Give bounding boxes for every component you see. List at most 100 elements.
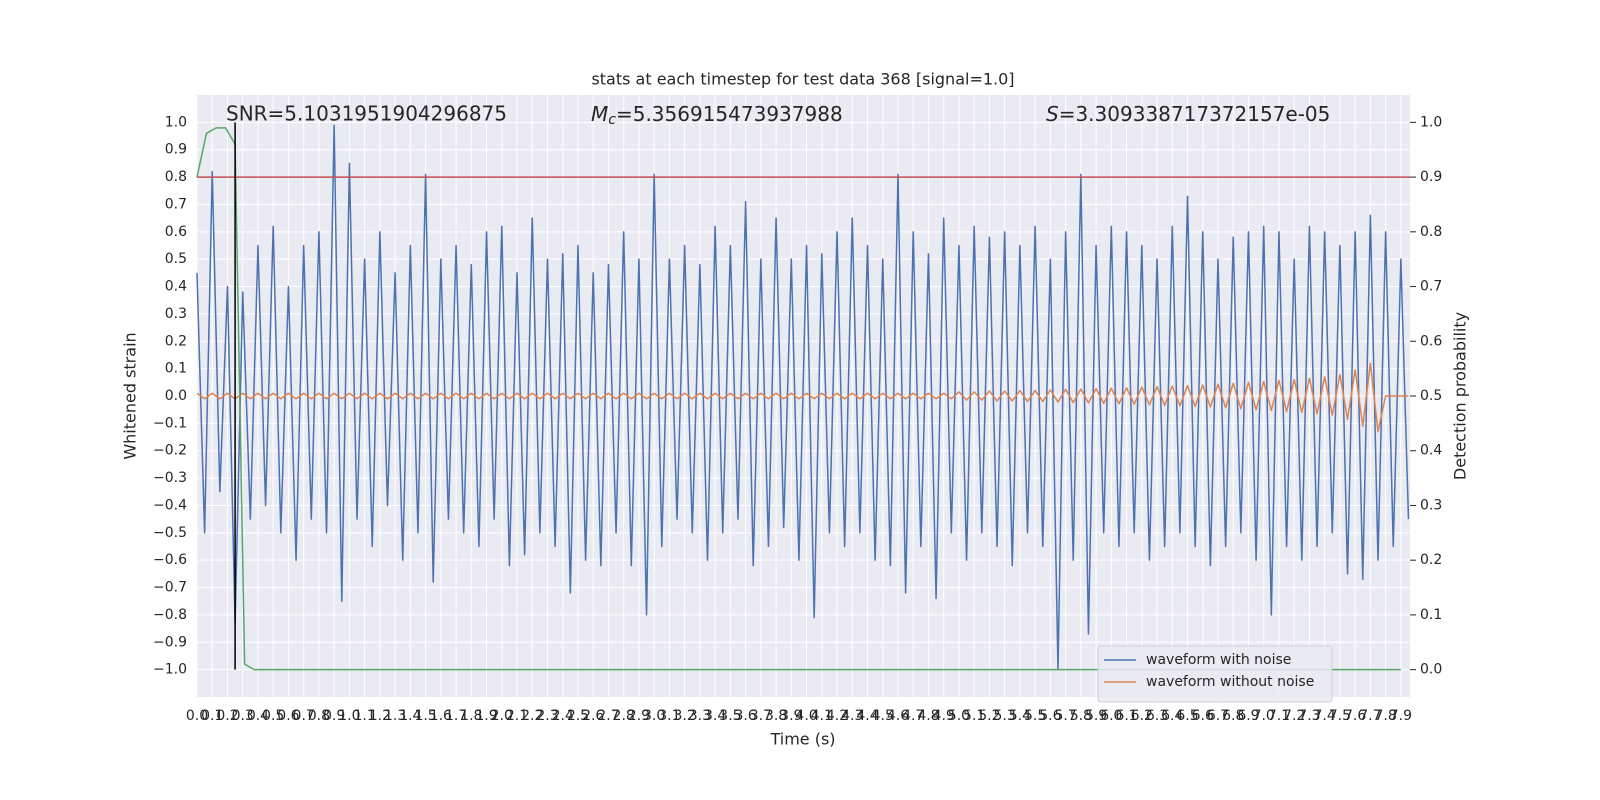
x-tick-label: 7.3 bbox=[1298, 708, 1320, 724]
y2-tick-label: 0.2 bbox=[1420, 552, 1442, 568]
x-tick-label: 1.9 bbox=[475, 708, 497, 724]
x-tick-label: 3.3 bbox=[689, 708, 711, 724]
x-tick-label: 0.3 bbox=[232, 708, 254, 724]
x-tick-label: 6.7 bbox=[1207, 708, 1229, 724]
x-tick-label: 1.5 bbox=[414, 708, 436, 724]
x-tick-label: 4.7 bbox=[902, 708, 924, 724]
y-tick-label: 0.1 bbox=[165, 361, 187, 377]
x-tick-label: 1.8 bbox=[460, 708, 482, 724]
x-tick-label: 7.8 bbox=[1374, 708, 1396, 724]
y-tick-label: 0.9 bbox=[165, 142, 187, 158]
x-tick-label: 4.3 bbox=[841, 708, 863, 724]
x-tick-label: 6.9 bbox=[1237, 708, 1259, 724]
x-tick-label: 4.8 bbox=[917, 708, 939, 724]
x-tick-label: 4.5 bbox=[872, 708, 894, 724]
legend-label: waveform with noise bbox=[1146, 652, 1291, 668]
y-tick-label: 1.0 bbox=[165, 114, 187, 130]
x-tick-label: 0.1 bbox=[201, 708, 223, 724]
x-tick-label: 0.2 bbox=[216, 708, 238, 724]
x-tick-label: 4.1 bbox=[811, 708, 833, 724]
annotation: Mc=5.356915473937988 bbox=[591, 102, 843, 129]
x-tick-label: 1.0 bbox=[338, 708, 360, 724]
x-tick-label: 2.0 bbox=[491, 708, 513, 724]
x-tick-label: 2.9 bbox=[628, 708, 650, 724]
x-tick-label: 1.6 bbox=[430, 708, 452, 724]
annotation-text: =5.356915473937988 bbox=[616, 102, 843, 126]
y2-tick-label: 0.5 bbox=[1420, 388, 1442, 404]
y2-tick-label: 0.7 bbox=[1420, 279, 1442, 295]
y2-tick-label: 0.9 bbox=[1420, 169, 1442, 185]
x-tick-label: 0.9 bbox=[323, 708, 345, 724]
x-tick-label: 2.6 bbox=[582, 708, 604, 724]
x-tick-label: 7.4 bbox=[1314, 708, 1336, 724]
x-tick-label: 2.2 bbox=[521, 708, 543, 724]
x-tick-label: 1.7 bbox=[445, 708, 467, 724]
x-tick-label: 5.3 bbox=[994, 708, 1016, 724]
y-tick-label: −0.8 bbox=[153, 607, 187, 623]
annotation-symbol: S bbox=[1046, 102, 1059, 126]
x-axis-label: Time (s) bbox=[769, 730, 835, 749]
x-tick-label: 0.4 bbox=[247, 708, 269, 724]
x-tick-label: 7.5 bbox=[1329, 708, 1351, 724]
x-tick-label: 2.5 bbox=[567, 708, 589, 724]
legend-box bbox=[1097, 645, 1333, 703]
series-line bbox=[196, 362, 1409, 433]
y-tick-label: 0.2 bbox=[165, 333, 187, 349]
y-tick-label: −0.6 bbox=[153, 552, 187, 568]
y-tick-label: −1.0 bbox=[153, 662, 187, 678]
x-tick-label: 3.1 bbox=[658, 708, 680, 724]
x-tick-label: 5.5 bbox=[1024, 708, 1046, 724]
y-tick-label: 0.6 bbox=[165, 224, 187, 240]
series-line bbox=[196, 124, 1410, 671]
x-tick-label: 6.8 bbox=[1222, 708, 1244, 724]
x-tick-label: 4.0 bbox=[795, 708, 817, 724]
x-tick-label: 4.9 bbox=[933, 708, 955, 724]
x-tick-label: 7.9 bbox=[1390, 708, 1412, 724]
x-tick-label: 2.8 bbox=[613, 708, 635, 724]
y-tick-label: −0.7 bbox=[153, 580, 187, 596]
x-tick-label: 3.0 bbox=[643, 708, 665, 724]
x-tick-label: 0.7 bbox=[293, 708, 315, 724]
x-tick-label: 3.4 bbox=[704, 708, 726, 724]
x-tick-label: 3.7 bbox=[750, 708, 772, 724]
x-tick-label: 6.0 bbox=[1100, 708, 1122, 724]
x-tick-label: 1.3 bbox=[384, 708, 406, 724]
y-tick-label: 0.5 bbox=[165, 251, 187, 267]
x-tick-label: 0.0 bbox=[186, 708, 208, 724]
x-tick-label: 1.1 bbox=[353, 708, 375, 724]
x-tick-label: 6.4 bbox=[1161, 708, 1183, 724]
y-tick-label: −0.5 bbox=[153, 525, 187, 541]
x-tick-label: 0.6 bbox=[277, 708, 299, 724]
y-tick-label: −0.3 bbox=[153, 470, 187, 486]
y-tick-label: −0.4 bbox=[153, 497, 187, 513]
annotation: SNR=5.1031951904296875 bbox=[226, 102, 507, 126]
x-tick-label: 0.5 bbox=[262, 708, 284, 724]
y2-tick-label: 0.3 bbox=[1420, 497, 1442, 513]
y2-axis-label: Detection probability bbox=[1451, 312, 1470, 480]
legend-label: waveform without noise bbox=[1146, 674, 1314, 690]
x-tick-label: 7.1 bbox=[1268, 708, 1290, 724]
chart-title: stats at each timestep for test data 368… bbox=[591, 70, 1014, 89]
x-tick-label: 5.7 bbox=[1054, 708, 1076, 724]
x-tick-label: 7.0 bbox=[1253, 708, 1275, 724]
y-tick-label: −0.1 bbox=[153, 415, 187, 431]
x-tick-label: 7.2 bbox=[1283, 708, 1305, 724]
series-line bbox=[196, 127, 1401, 671]
annotation-symbol: M bbox=[591, 102, 608, 126]
y2-tick-label: 0.8 bbox=[1420, 224, 1442, 240]
y-tick-label: −0.2 bbox=[153, 443, 187, 459]
x-tick-label: 6.6 bbox=[1192, 708, 1214, 724]
y2-tick-label: 1.0 bbox=[1420, 114, 1442, 130]
x-tick-label: 0.8 bbox=[308, 708, 330, 724]
y-tick-label: 0.7 bbox=[165, 196, 187, 212]
y2-tick-label: 0.0 bbox=[1420, 662, 1442, 678]
y-tick-label: 0.8 bbox=[165, 169, 187, 185]
y-tick-label: 0.4 bbox=[165, 279, 187, 295]
x-tick-label: 4.6 bbox=[887, 708, 909, 724]
x-tick-label: 5.2 bbox=[978, 708, 1000, 724]
x-tick-label: 4.2 bbox=[826, 708, 848, 724]
x-tick-label: 3.2 bbox=[674, 708, 696, 724]
x-tick-label: 5.1 bbox=[963, 708, 985, 724]
x-tick-label: 5.6 bbox=[1039, 708, 1061, 724]
